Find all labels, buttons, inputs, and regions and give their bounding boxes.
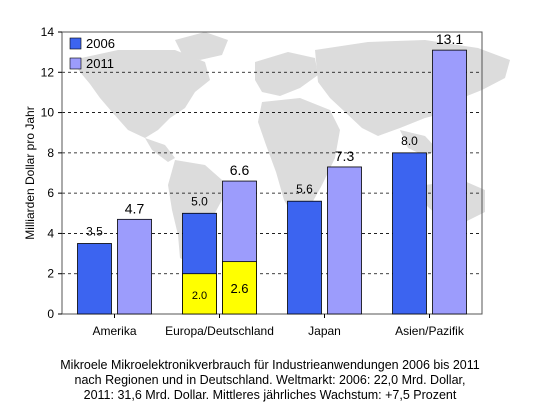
bar-2006-Amerika (77, 243, 112, 315)
x-tick-label: Japan (308, 324, 341, 338)
central-america-shape (145, 138, 175, 162)
bar-2011-Japan (327, 166, 362, 315)
plot-frame (61, 31, 483, 315)
x-tick-label: Amerika (92, 324, 136, 338)
y-tick-label: 0 (47, 307, 54, 321)
y-tick-label: 10 (41, 106, 55, 120)
x-tick-label: Europa/Deutschland (165, 324, 274, 338)
x-tick-label: Asien/Pazifik (395, 324, 465, 338)
bar-2006-Asien/Pazifik (392, 152, 427, 315)
legend-swatch-2011 (69, 57, 82, 70)
bar-2011-Asien/Pazifik (432, 49, 467, 315)
legend-label-2006: 2006 (86, 36, 115, 51)
bar-value-label: 5.0 (191, 194, 208, 208)
y-tick-label: 4 (47, 226, 54, 240)
caption-line-1: Mikroele Mikroelektronikverbrauch für In… (60, 358, 480, 372)
y-tick-label: 8 (47, 146, 54, 160)
bar-value-label: 13.1 (436, 31, 463, 47)
bar-value-label: 5.6 (296, 182, 313, 196)
bar-2011-Amerika (117, 218, 152, 315)
bar-germany-2006 (182, 273, 217, 315)
bar-value-label: 3.5 (86, 225, 103, 239)
figure-caption: Mikroele Mikroelektronikverbrauch für In… (0, 358, 540, 403)
x-axis: Amerika Europa/Deutschland Japan Asien/Pazi… (92, 314, 465, 338)
asia-shape (315, 40, 510, 136)
y-axis: 0 2 4 6 8 10 12 14 Milliarden Dollar pro Jahr (23, 25, 62, 321)
y-tick-label: 2 (47, 267, 54, 281)
bar-germany-2011 (222, 261, 257, 315)
caption-line-3: 2011: 31,6 Mrd. Dollar. Mittleres jährli… (83, 388, 457, 402)
bar-value-label: 7.3 (335, 148, 355, 164)
south-america-shape (168, 160, 222, 262)
legend-swatch-2006 (69, 37, 82, 50)
europe-shape (255, 52, 318, 96)
y-tick-label: 6 (47, 186, 54, 200)
southeast-asia-shape (400, 130, 438, 156)
bars: 3.5 4.7 5.0 2.0 6.6 2.6 5.6 7.3 8.0 13.1 (77, 31, 467, 315)
y-axis-title: Milliarden Dollar pro Jahr (23, 106, 37, 239)
bar-value-label: 4.7 (125, 200, 145, 216)
legend-label-2011: 2011 (86, 56, 114, 71)
germany-value-label: 2.0 (192, 290, 207, 302)
africa-shape (258, 98, 340, 218)
greenland-shape (175, 32, 228, 60)
legend: 2006 2011 (69, 36, 115, 71)
chart: 0 2 4 6 8 10 12 14 Milliarden Dollar pro Jahr 3.… (23, 25, 510, 338)
germany-value-label: 2.6 (230, 281, 248, 296)
bar-value-label: 6.6 (230, 162, 250, 178)
y-tick-label: 12 (41, 65, 55, 79)
bar-2006-Japan (287, 200, 322, 315)
bar-value-label: 8.0 (401, 134, 418, 148)
y-tick-label: 14 (41, 25, 55, 39)
caption-line-2: nach Regionen und in Deutschland. Weltma… (74, 373, 466, 387)
